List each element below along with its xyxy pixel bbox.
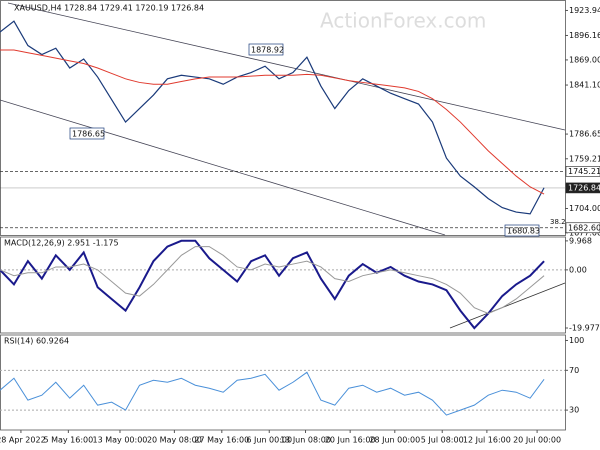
series-line: [0, 371, 545, 416]
level-box: [565, 166, 600, 177]
series-line: [0, 20, 545, 215]
y-tick-label: 100: [569, 336, 584, 345]
annotation: 38.2: [550, 218, 566, 226]
x-tick-label: 12 Jul 16:00: [463, 436, 511, 445]
x-tick-label: 20 Jul 00:00: [513, 436, 561, 445]
watermark: ActionForex.com: [320, 9, 486, 33]
rsi-panel: [0, 334, 566, 431]
x-tick-label: 28 Apr 2022: [0, 436, 46, 445]
level-box: [565, 222, 600, 234]
x-tick-label: 13 May 00:00: [93, 436, 148, 445]
y-tick-label: 9.968: [569, 236, 592, 245]
series-line: [0, 49, 545, 195]
y-tick-label: 0.00: [569, 265, 587, 274]
macd-trendline: [449, 282, 566, 329]
channel-lower: [0, 99, 446, 236]
y-tick-label: 1923.94: [569, 6, 600, 15]
annotation-boxes: [69, 43, 540, 237]
level-label: 1745.21: [568, 167, 600, 176]
y-tick-label: 1841.10: [569, 81, 600, 90]
x-tick-label: 5 Jul 08:00: [421, 436, 464, 445]
series-line: [0, 239, 545, 330]
x-tick-label: 5 May 16:00: [43, 436, 93, 445]
series-line: [0, 246, 545, 315]
y-tick-label: 1896.16: [569, 31, 600, 40]
x-tick-label: 6 Jun 00:00: [246, 436, 292, 445]
annotation: 1786.65: [72, 130, 105, 139]
level-box: [565, 182, 600, 194]
x-tick-label: 27 May 16:00: [194, 436, 249, 445]
y-tick-label: -19.977: [569, 323, 600, 332]
chart-title: XAUUSD,H4 1728.84 1729.41 1720.19 1726.8…: [14, 4, 204, 13]
y-tick-label: 70: [569, 366, 579, 375]
x-tick-label: 13 Jun 08:00: [280, 436, 331, 445]
price-panel: [0, 0, 566, 236]
y-tick-label: 30: [569, 406, 579, 415]
x-tick-label: 28 Jun 00:00: [369, 436, 420, 445]
channel-upper: [7, 2, 566, 131]
y-tick-label: 1759.21: [569, 154, 600, 163]
annotation: 1878.92: [251, 46, 284, 55]
macd-panel: [0, 236, 566, 334]
y-tick-label: 1704.00: [569, 204, 600, 213]
level-label: 1682.60: [568, 223, 600, 232]
x-tick-label: 20 Jun 16:00: [325, 436, 376, 445]
y-tick-label: 1786.65: [569, 130, 600, 139]
x-tick-label: 20 May 08:00: [147, 436, 202, 445]
annotation: 1680.83: [507, 227, 540, 236]
macd-title: MACD(12,26,9) 2.951 -1.175: [4, 239, 119, 248]
y-tick-label: 1869.00: [569, 55, 600, 64]
rsi-title: RSI(14) 60.9264: [4, 337, 69, 346]
level-label: 1726.84: [568, 183, 600, 192]
